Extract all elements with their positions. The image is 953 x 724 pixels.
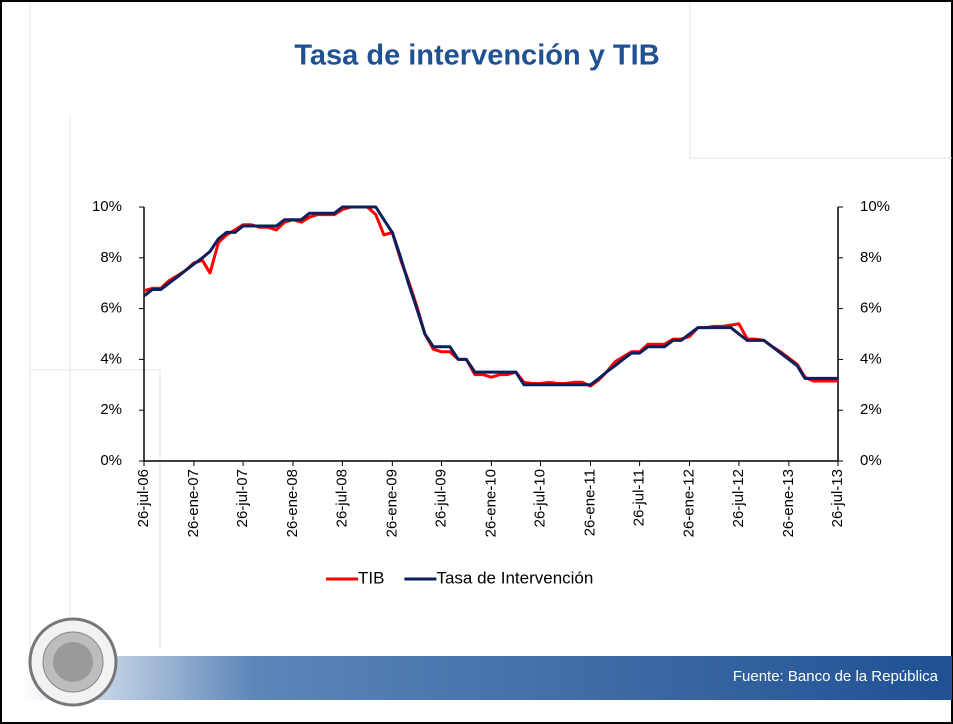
footer-band: [20, 656, 952, 700]
x-tick-label: 26-ene-08: [284, 469, 301, 537]
legend-label: Tasa de Intervención: [436, 568, 593, 587]
y-tick-label: 0%: [100, 452, 122, 469]
y2-tick-label: 4%: [860, 350, 882, 367]
x-tick-label: 26-jul-07: [234, 469, 251, 527]
chart-title: Tasa de intervención y TIB: [294, 40, 659, 72]
x-tick-label: 26-jul-13: [829, 469, 846, 527]
legend-label: TIB: [358, 568, 384, 587]
line-series: [143, 205, 838, 387]
y2-tick-label: 6%: [860, 300, 882, 317]
y-tick-label: 2%: [100, 401, 122, 418]
x-tick-label: 26-ene-13: [780, 469, 797, 537]
y2-tick-label: 10%: [860, 198, 890, 215]
x-tick-label: 26-jul-06: [135, 469, 152, 527]
logo: [28, 617, 118, 707]
x-tick-label: 26-jul-11: [631, 469, 648, 526]
x-tick-label: 26-ene-10: [482, 469, 499, 537]
x-tick-label: 26-jul-08: [333, 469, 350, 527]
x-tick-label: 26-jul-09: [432, 469, 449, 527]
footer-source: Fuente: Banco de la República: [733, 668, 939, 685]
x-tick-label: 26-jul-12: [730, 469, 747, 527]
y-tick-label: 10%: [92, 198, 122, 215]
y-tick-label: 6%: [100, 300, 122, 317]
background-lines: [29, 2, 952, 700]
y2-tick-label: 2%: [860, 401, 882, 418]
x-tick-label: 26-ene-11: [581, 469, 598, 536]
plot: 0% 2% 4% 6% 8% 10% 0% 2% 4% 6% 8% 10% 26-jul-06 26-en…: [92, 198, 890, 588]
x-tick-label: 26-ene-09: [383, 469, 400, 537]
y-tick-label: 4%: [100, 350, 122, 367]
y2-tick-label: 8%: [860, 249, 882, 266]
x-tick-label: 26-ene-07: [185, 469, 202, 537]
x-tick-label: 26-ene-12: [681, 469, 698, 537]
y-tick-label: 8%: [100, 249, 122, 266]
x-tick-label: 26-jul-10: [532, 469, 549, 527]
y2-tick-label: 0%: [860, 452, 882, 469]
